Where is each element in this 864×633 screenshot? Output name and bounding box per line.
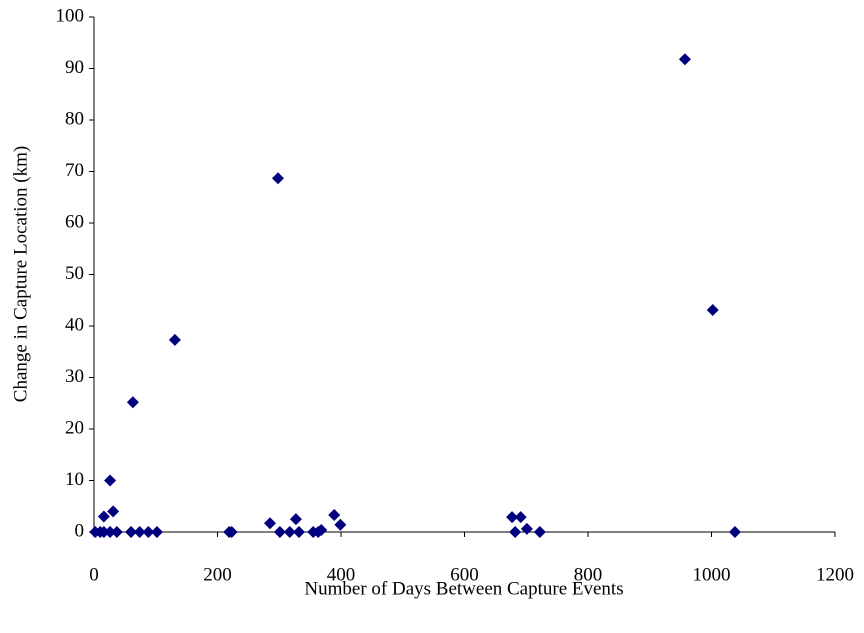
- x-tick-label: 200: [203, 564, 232, 585]
- point: [104, 526, 117, 538]
- point: [293, 526, 306, 538]
- y-tick-label: 100: [56, 5, 85, 26]
- x-tick-label: 800: [574, 564, 603, 585]
- point: [289, 513, 302, 526]
- point: [110, 526, 123, 538]
- point: [514, 511, 527, 524]
- point: [133, 526, 146, 538]
- x-axis-label: Number of Days Between Capture Events: [304, 578, 623, 599]
- y-tick-label: 10: [65, 469, 84, 490]
- y-tick-label: 90: [65, 57, 84, 78]
- y-tick-label: 30: [65, 366, 84, 387]
- point: [225, 526, 238, 538]
- y-tick-label: 0: [75, 520, 85, 541]
- point: [142, 526, 155, 538]
- x-tick-label: 1200: [816, 564, 854, 585]
- point: [520, 522, 533, 535]
- x-tick-label: 400: [327, 564, 356, 585]
- point: [509, 526, 522, 538]
- point: [97, 510, 110, 523]
- point: [706, 304, 719, 317]
- point: [97, 526, 110, 538]
- point: [328, 509, 341, 522]
- point: [150, 526, 163, 538]
- point: [533, 526, 546, 538]
- y-tick-label: 60: [65, 211, 84, 232]
- y-tick-label: 80: [65, 108, 84, 129]
- point: [728, 526, 741, 538]
- point: [273, 526, 286, 538]
- point: [506, 511, 519, 524]
- point: [272, 172, 285, 185]
- x-tick-label: 600: [450, 564, 479, 585]
- point: [126, 396, 139, 409]
- point: [263, 517, 276, 530]
- point: [107, 505, 120, 518]
- y-tick-label: 50: [65, 263, 84, 284]
- point: [315, 523, 328, 536]
- y-tick-label: 70: [65, 160, 84, 181]
- point: [125, 526, 138, 538]
- point: [104, 474, 117, 487]
- y-tick-label: 40: [65, 314, 84, 335]
- point: [283, 526, 296, 538]
- y-axis-label: Change in Capture Location (km): [10, 146, 31, 402]
- y-tick-label: 20: [65, 417, 84, 438]
- x-tick-label: 0: [89, 564, 99, 585]
- point: [334, 518, 347, 531]
- x-tick-label: 1000: [693, 564, 731, 585]
- point: [678, 53, 691, 66]
- point: [168, 333, 181, 346]
